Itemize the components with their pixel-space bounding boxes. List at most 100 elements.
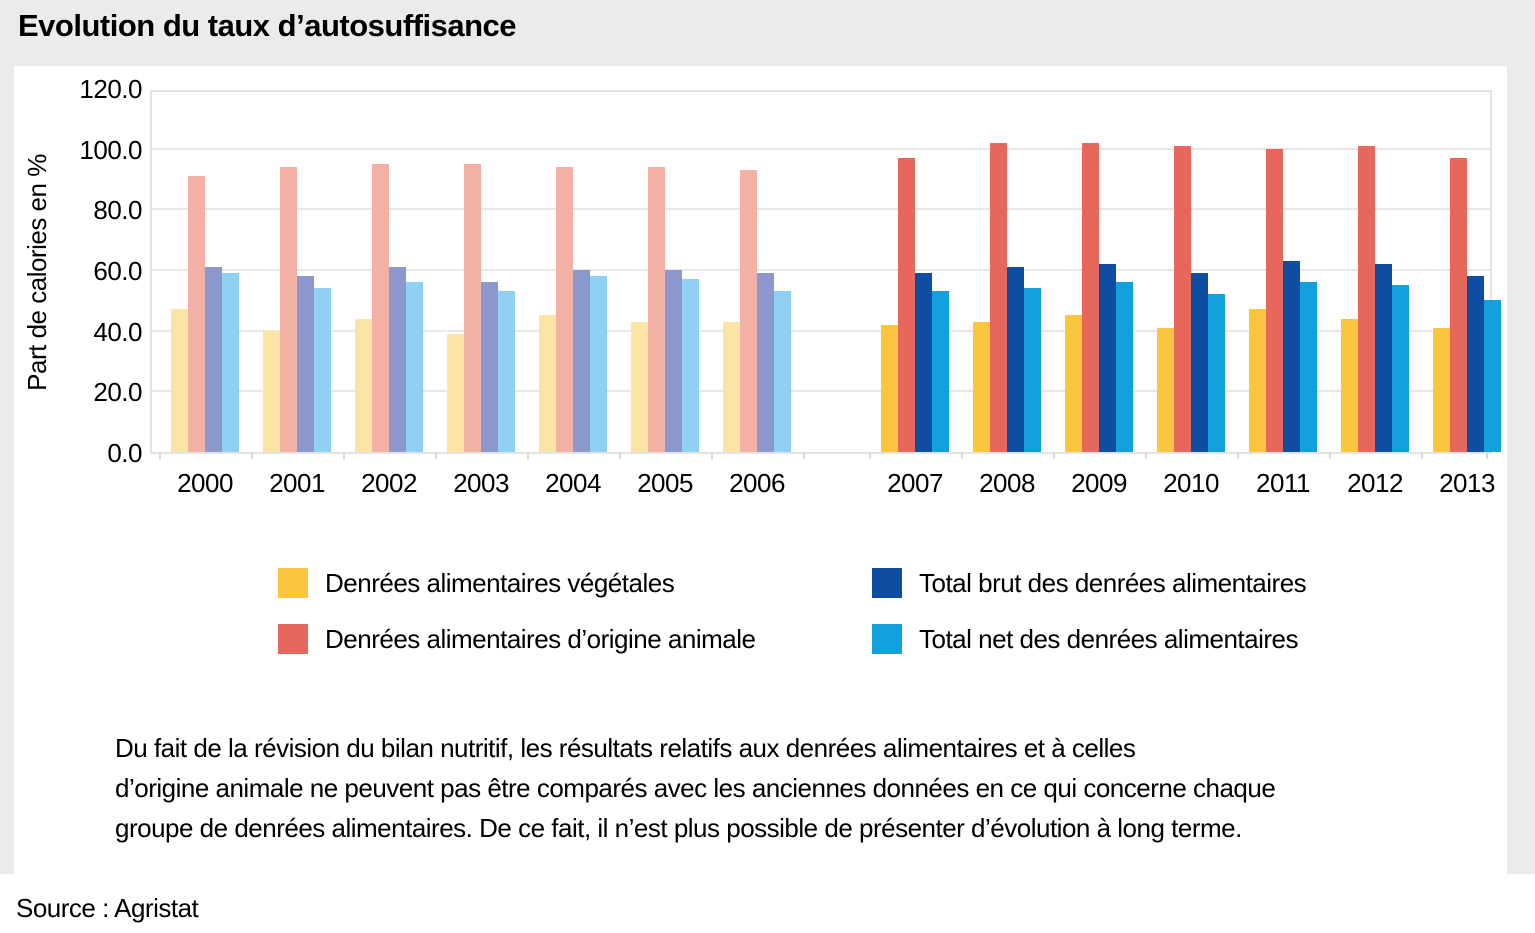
bar [1116, 282, 1133, 452]
bar [1157, 328, 1174, 452]
bar [188, 176, 205, 452]
x-axis-tick [251, 452, 253, 459]
bar [1300, 282, 1317, 452]
x-tick-label: 2005 [637, 468, 693, 498]
y-tick-label: 20.0 [93, 377, 142, 408]
bar [171, 309, 188, 452]
bar [464, 164, 481, 452]
note-text: Du fait de la révision du bilan nutritif… [115, 728, 1276, 848]
note-line: groupe de denrées alimentaires. De ce fa… [115, 813, 1242, 843]
plot-area [150, 90, 1501, 459]
x-axis-tick [527, 452, 529, 459]
bar [498, 291, 515, 452]
x-axis-tick [803, 452, 805, 459]
legend-swatch-animale [278, 624, 308, 654]
bar [1007, 267, 1024, 452]
y-tick-label: 120.0 [79, 74, 142, 104]
legend-label: Total brut des denrées alimentaires [919, 568, 1307, 598]
x-axis-tick [159, 452, 161, 459]
bar [932, 291, 949, 452]
bar [1082, 143, 1099, 452]
x-tick-label: 2006 [729, 468, 785, 498]
bar [1358, 146, 1375, 452]
bar [222, 273, 239, 452]
bar [1249, 309, 1266, 452]
bar [556, 167, 573, 452]
bar [590, 276, 607, 452]
bar [898, 158, 915, 452]
x-axis-tick [869, 452, 871, 459]
x-axis-tick [619, 452, 621, 459]
bar [406, 282, 423, 452]
legend-swatch-total-net [872, 624, 902, 654]
bar [389, 267, 406, 452]
bar [280, 167, 297, 452]
x-axis-tick [343, 452, 345, 459]
page-title: Evolution du taux d’autosuffisance [18, 8, 516, 43]
gridline [152, 390, 1490, 393]
bar [973, 322, 990, 452]
legend-label: Total net des denrées alimentaires [919, 624, 1299, 654]
bar [263, 331, 280, 452]
bar [1450, 158, 1467, 452]
bar [539, 315, 556, 452]
x-axis-tick [1421, 452, 1423, 459]
y-tick-label: 100.0 [79, 134, 142, 165]
x-tick-label: 2012 [1347, 468, 1403, 498]
note-line: Du fait de la révision du bilan nutritif… [115, 733, 1136, 763]
y-tick-label: 40.0 [93, 316, 142, 347]
bar [372, 164, 389, 452]
bar [631, 322, 648, 452]
bar [1341, 319, 1358, 452]
bar [314, 288, 331, 452]
legend-swatch-vegetales [278, 568, 308, 598]
x-tick-label: 2008 [979, 468, 1035, 498]
x-axis-tick [1145, 452, 1147, 459]
bar [774, 291, 791, 452]
gridline [152, 269, 1490, 271]
x-tick-label: 2004 [545, 468, 601, 498]
x-axis-tick [961, 452, 963, 459]
y-tick-label: 60.0 [93, 256, 142, 286]
bar [481, 282, 498, 452]
bar [1433, 328, 1450, 452]
x-tick-label: 2011 [1256, 468, 1310, 498]
x-axis-tick [435, 452, 437, 459]
x-tick-label: 2013 [1439, 468, 1495, 498]
bar [1024, 288, 1041, 452]
bar [1065, 315, 1082, 452]
bar [1283, 261, 1300, 452]
bar [1099, 264, 1116, 452]
x-axis-tick [1237, 452, 1239, 459]
x-tick-label: 2002 [361, 468, 417, 498]
bar [447, 334, 464, 452]
bar [297, 276, 314, 452]
bar [881, 325, 898, 452]
x-tick-label: 2009 [1071, 468, 1127, 498]
y-tick-label: 80.0 [93, 195, 142, 226]
x-axis-tick [1329, 452, 1331, 459]
bar [355, 319, 372, 452]
bar [1266, 149, 1283, 452]
x-tick-label: 2003 [453, 468, 509, 498]
legend-label: Denrées alimentaires végétales [325, 568, 675, 598]
bar [205, 267, 222, 452]
legend-label: Denrées alimentaires d’origine animale [325, 624, 756, 654]
bar [740, 170, 757, 452]
x-tick-label: 2007 [887, 468, 943, 498]
gridline [152, 208, 1490, 211]
bar [1174, 146, 1191, 452]
bar [1467, 276, 1484, 452]
bar [1375, 264, 1392, 452]
x-axis-labels: 2000 2001 2002 2003 2004 2005 2006 2007 2008 2009… [150, 468, 1495, 502]
bar [1191, 273, 1208, 452]
bar [723, 322, 740, 452]
x-tick-label: 2001 [269, 468, 325, 498]
bar [1392, 285, 1409, 452]
bar [1484, 300, 1501, 452]
y-tick-label: 0.0 [107, 438, 142, 468]
x-axis-tick [1053, 452, 1055, 459]
x-axis-tick [711, 452, 713, 459]
bar [573, 270, 590, 452]
